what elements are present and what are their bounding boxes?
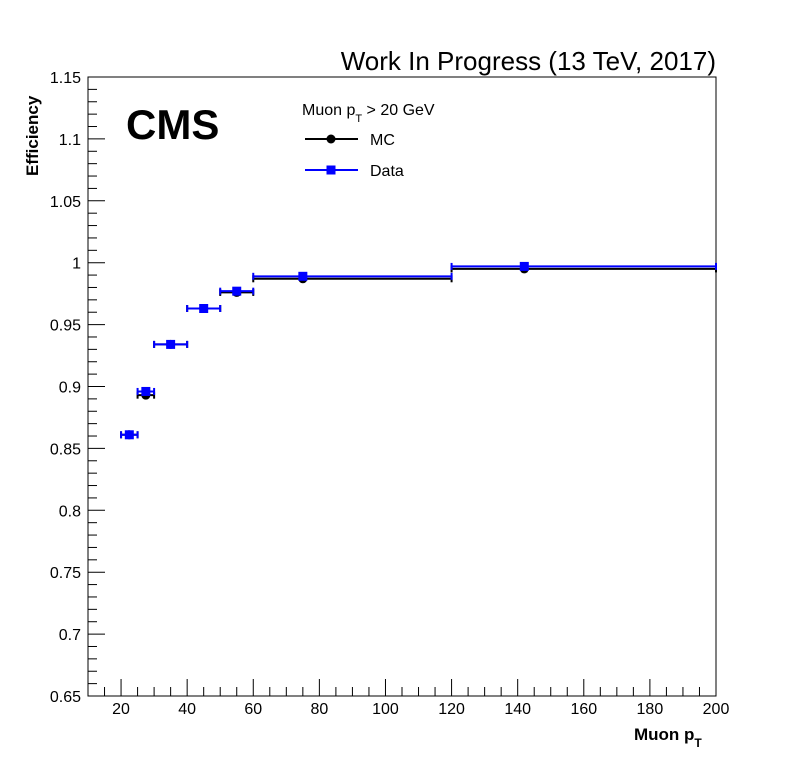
x-tick-label: 80	[310, 701, 328, 718]
x-axis-tick-labels: 20 40 60 80 100 120 140 160 180 200	[112, 701, 729, 718]
x-axis-title-main: Muon p	[634, 725, 694, 744]
legend-entry-mc: MC	[305, 132, 395, 149]
y-tick-label: 0.95	[50, 318, 81, 335]
y-axis-tick-labels: 0.65 0.7 0.75 0.8 0.85 0.9 0.95 1 1.05 1.1 1.15	[50, 70, 81, 706]
legend-mc-marker	[326, 134, 336, 144]
legend: Muon pT > 20 GeV MC Data	[302, 102, 435, 180]
x-axis-title: Muon pT	[634, 725, 702, 750]
data-series	[120, 261, 717, 440]
data-point	[124, 430, 134, 440]
x-tick-label: 140	[504, 701, 531, 718]
x-axis-title-sub: T	[694, 736, 702, 750]
cms-label: CMS	[126, 101, 219, 148]
legend-data-marker	[326, 165, 336, 175]
data-point	[199, 304, 209, 314]
y-tick-label: 1.15	[50, 70, 81, 87]
x-tick-label: 120	[438, 701, 465, 718]
x-tick-label: 20	[112, 701, 130, 718]
legend-header-suffix: > 20 GeV	[362, 102, 435, 119]
legend-data-label: Data	[370, 163, 404, 180]
x-tick-label: 40	[178, 701, 196, 718]
y-axis-title: Efficiency	[23, 95, 42, 176]
x-tick-label: 60	[244, 701, 262, 718]
y-tick-label: 0.65	[50, 689, 81, 706]
y-tick-label: 0.7	[59, 627, 81, 644]
legend-entry-data: Data	[305, 163, 404, 180]
x-axis-ticks	[87, 679, 717, 696]
data-point	[519, 261, 529, 271]
x-tick-label: 100	[372, 701, 399, 718]
legend-header-main: Muon p	[302, 102, 355, 119]
x-tick-label: 200	[703, 701, 730, 718]
data-point	[141, 386, 151, 396]
y-tick-label: 1.05	[50, 194, 81, 211]
data-point	[166, 339, 176, 349]
x-tick-label: 160	[570, 701, 597, 718]
y-axis-ticks	[88, 76, 105, 697]
chart-title: Work In Progress (13 TeV, 2017)	[341, 46, 716, 76]
data-point	[298, 271, 308, 281]
data-point	[232, 286, 242, 296]
y-tick-label: 1	[72, 256, 81, 273]
y-tick-label: 1.1	[59, 132, 81, 149]
legend-header: Muon pT > 20 GeV	[302, 102, 435, 125]
legend-mc-label: MC	[370, 132, 395, 149]
series-data	[120, 261, 717, 440]
y-tick-label: 0.8	[59, 503, 81, 520]
y-tick-label: 0.75	[50, 565, 81, 582]
y-tick-label: 0.9	[59, 380, 81, 397]
legend-header-sub: T	[355, 113, 362, 125]
x-tick-label: 180	[637, 701, 664, 718]
y-tick-label: 0.85	[50, 441, 81, 458]
